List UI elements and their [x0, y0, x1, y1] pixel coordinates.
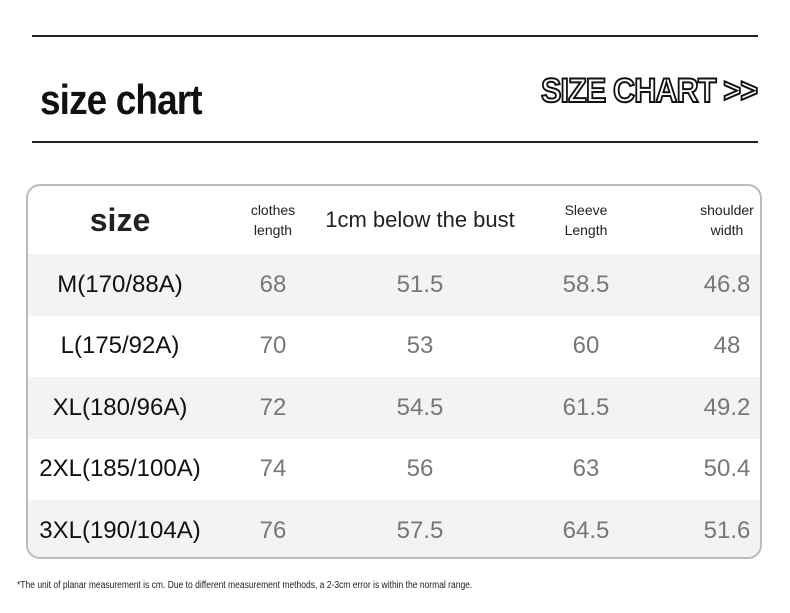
size-cell: L(175/92A): [60, 332, 180, 360]
value-cell: 60: [572, 332, 600, 360]
bottom-rule: [32, 141, 758, 143]
table-row: XL(180/96A) 72 54.5 61.5 49.2: [28, 377, 760, 439]
title: size chart: [40, 76, 203, 123]
size-table: size clothes length 1cm below the bust Slee…: [26, 184, 762, 559]
value-cell: 61.5: [562, 393, 610, 421]
value-cell: 56: [406, 455, 434, 483]
value-cell: 49.2: [703, 393, 751, 421]
value-cell: 53: [406, 332, 434, 360]
footnote: *The unit of planar measurement is cm. D…: [17, 580, 473, 591]
value-cell: 74: [259, 455, 287, 483]
column-header: Sleeve Length: [564, 202, 608, 238]
size-cell: M(170/88A): [57, 270, 183, 298]
top-rule: [32, 35, 758, 37]
column-header: clothes length: [250, 202, 296, 238]
value-cell: 70: [259, 332, 287, 360]
value-cell: 58.5: [562, 270, 610, 298]
table-row: 2XL(185/100A) 74 56 63 50.4: [28, 439, 760, 501]
header-row: size clothes length 1cm below the bust Slee…: [28, 186, 760, 254]
size-cell: 2XL(185/100A): [39, 455, 201, 483]
table-row: M(170/88A) 68 51.5 58.5 46.8: [28, 254, 760, 316]
table-row: 3XL(190/104A) 76 57.5 64.5 51.6: [28, 500, 760, 557]
column-header: size: [89, 202, 151, 238]
value-cell: 63: [572, 455, 600, 483]
column-header: 1cm below the bust: [325, 207, 515, 232]
value-cell: 48: [713, 332, 741, 360]
value-cell: 50.4: [703, 455, 751, 483]
size-cell: 3XL(190/104A): [39, 516, 201, 544]
badge: SIZE CHART >>: [540, 71, 759, 111]
value-cell: 57.5: [396, 516, 444, 544]
value-cell: 72: [259, 393, 287, 421]
value-cell: 51.5: [396, 270, 444, 298]
column-header: shoulder width: [700, 202, 754, 238]
table-row: L(175/92A) 70 53 60 48: [28, 316, 760, 378]
value-cell: 64.5: [562, 516, 610, 544]
value-cell: 51.6: [703, 516, 751, 544]
value-cell: 68: [259, 270, 287, 298]
value-cell: 46.8: [703, 270, 751, 298]
size-cell: XL(180/96A): [52, 393, 188, 421]
value-cell: 54.5: [396, 393, 444, 421]
value-cell: 76: [259, 516, 287, 544]
